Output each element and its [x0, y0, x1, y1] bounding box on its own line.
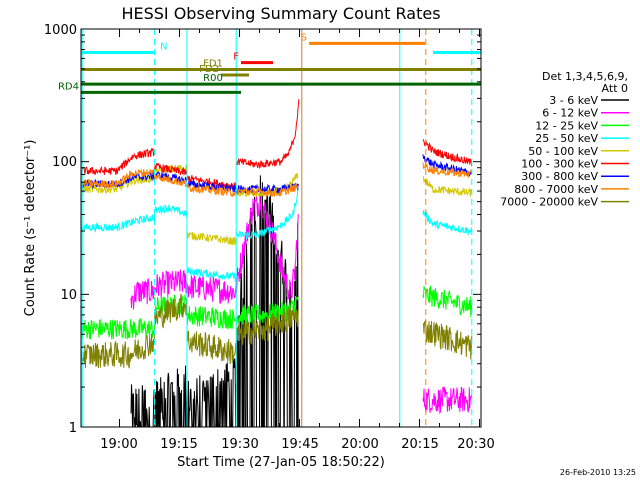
x-tick-label: 19:15: [160, 437, 197, 452]
series-line: [154, 365, 188, 428]
series-line: [236, 189, 299, 240]
series-line: [422, 162, 473, 179]
flag-label: R00: [203, 73, 223, 84]
y-axis-label: Count Rate (s⁻¹ detector⁻¹): [23, 140, 38, 317]
series-line: [422, 175, 473, 197]
legend-label: 50 - 100 keV: [528, 145, 598, 158]
x-tick-label: 19:30: [221, 437, 258, 452]
series-line: [80, 168, 155, 190]
y-tick-label: 1000: [44, 23, 77, 38]
series-line: [186, 306, 237, 329]
y-axis: 1 10 100 1000: [44, 23, 481, 436]
flag-label: RD4: [58, 81, 79, 92]
series-line: [422, 386, 473, 415]
chart-title: HESSI Observing Summary Count Rates: [121, 4, 440, 23]
series-line: [422, 320, 473, 360]
series-line: [187, 183, 237, 198]
footer-date: 26-Feb-2010 13:25: [560, 468, 636, 477]
y-tick-label: 1: [69, 421, 77, 436]
series-line: [236, 306, 299, 345]
x-tick-label: 20:15: [401, 437, 438, 452]
series-line: [80, 147, 156, 176]
flag-label: S: [301, 32, 307, 43]
series-line: [186, 330, 237, 365]
legend-label: 7000 - 20000 keV: [500, 196, 598, 209]
legend-label: 300 - 800 keV: [521, 170, 598, 183]
legend-label: 800 - 7000 keV: [514, 183, 598, 196]
flag-label: FD2: [199, 64, 219, 75]
series-line: [236, 183, 299, 198]
series-line: [80, 214, 156, 234]
y-tick-label: 10: [60, 288, 77, 303]
series-line: [154, 293, 188, 329]
flag-label: N: [160, 42, 167, 53]
series-line: [130, 278, 156, 310]
series-line: [422, 285, 473, 318]
legend-header: Det 1,3,4,5,6,9,: [542, 70, 628, 83]
flag-label: FD1: [203, 59, 223, 70]
x-tick-label: 19:00: [100, 437, 137, 452]
legend-label: 12 - 25 keV: [535, 119, 598, 132]
series-line: [236, 194, 299, 300]
flag-label: F: [233, 52, 239, 63]
x-axis: 19:00 19:15 19:30 19:45 20:00 20:15 20:3…: [100, 29, 495, 452]
series-line: [154, 173, 188, 188]
x-tick-label: 20:30: [457, 437, 494, 452]
series-line: [154, 162, 188, 176]
series-line: [154, 203, 188, 218]
series-line: [422, 139, 473, 167]
x-tick-label: 20:00: [341, 437, 378, 452]
series-line: [422, 210, 473, 236]
series-line: [186, 267, 237, 283]
plot-frame: [80, 28, 482, 428]
series-line: [186, 231, 237, 246]
legend-label: 6 - 12 keV: [542, 107, 598, 120]
x-tick-label: 19:45: [281, 437, 318, 452]
legend-header: Att 0: [602, 82, 628, 95]
series-line: [236, 99, 300, 169]
series-line: [80, 170, 156, 190]
y-tick-label: 100: [52, 155, 77, 170]
series-line: [80, 328, 156, 369]
series-line: [186, 275, 237, 305]
x-axis-label: Start Time (27-Jan-05 18:50:22): [177, 455, 385, 470]
series-line: [422, 154, 473, 177]
legend-label: 25 - 50 keV: [535, 132, 598, 145]
series-line: [154, 269, 188, 299]
series-line: [80, 317, 156, 340]
legend-label: 100 - 300 keV: [521, 158, 598, 171]
legend-label: 3 - 6 keV: [549, 94, 598, 107]
vertical-lines-layer: [81, 29, 473, 427]
